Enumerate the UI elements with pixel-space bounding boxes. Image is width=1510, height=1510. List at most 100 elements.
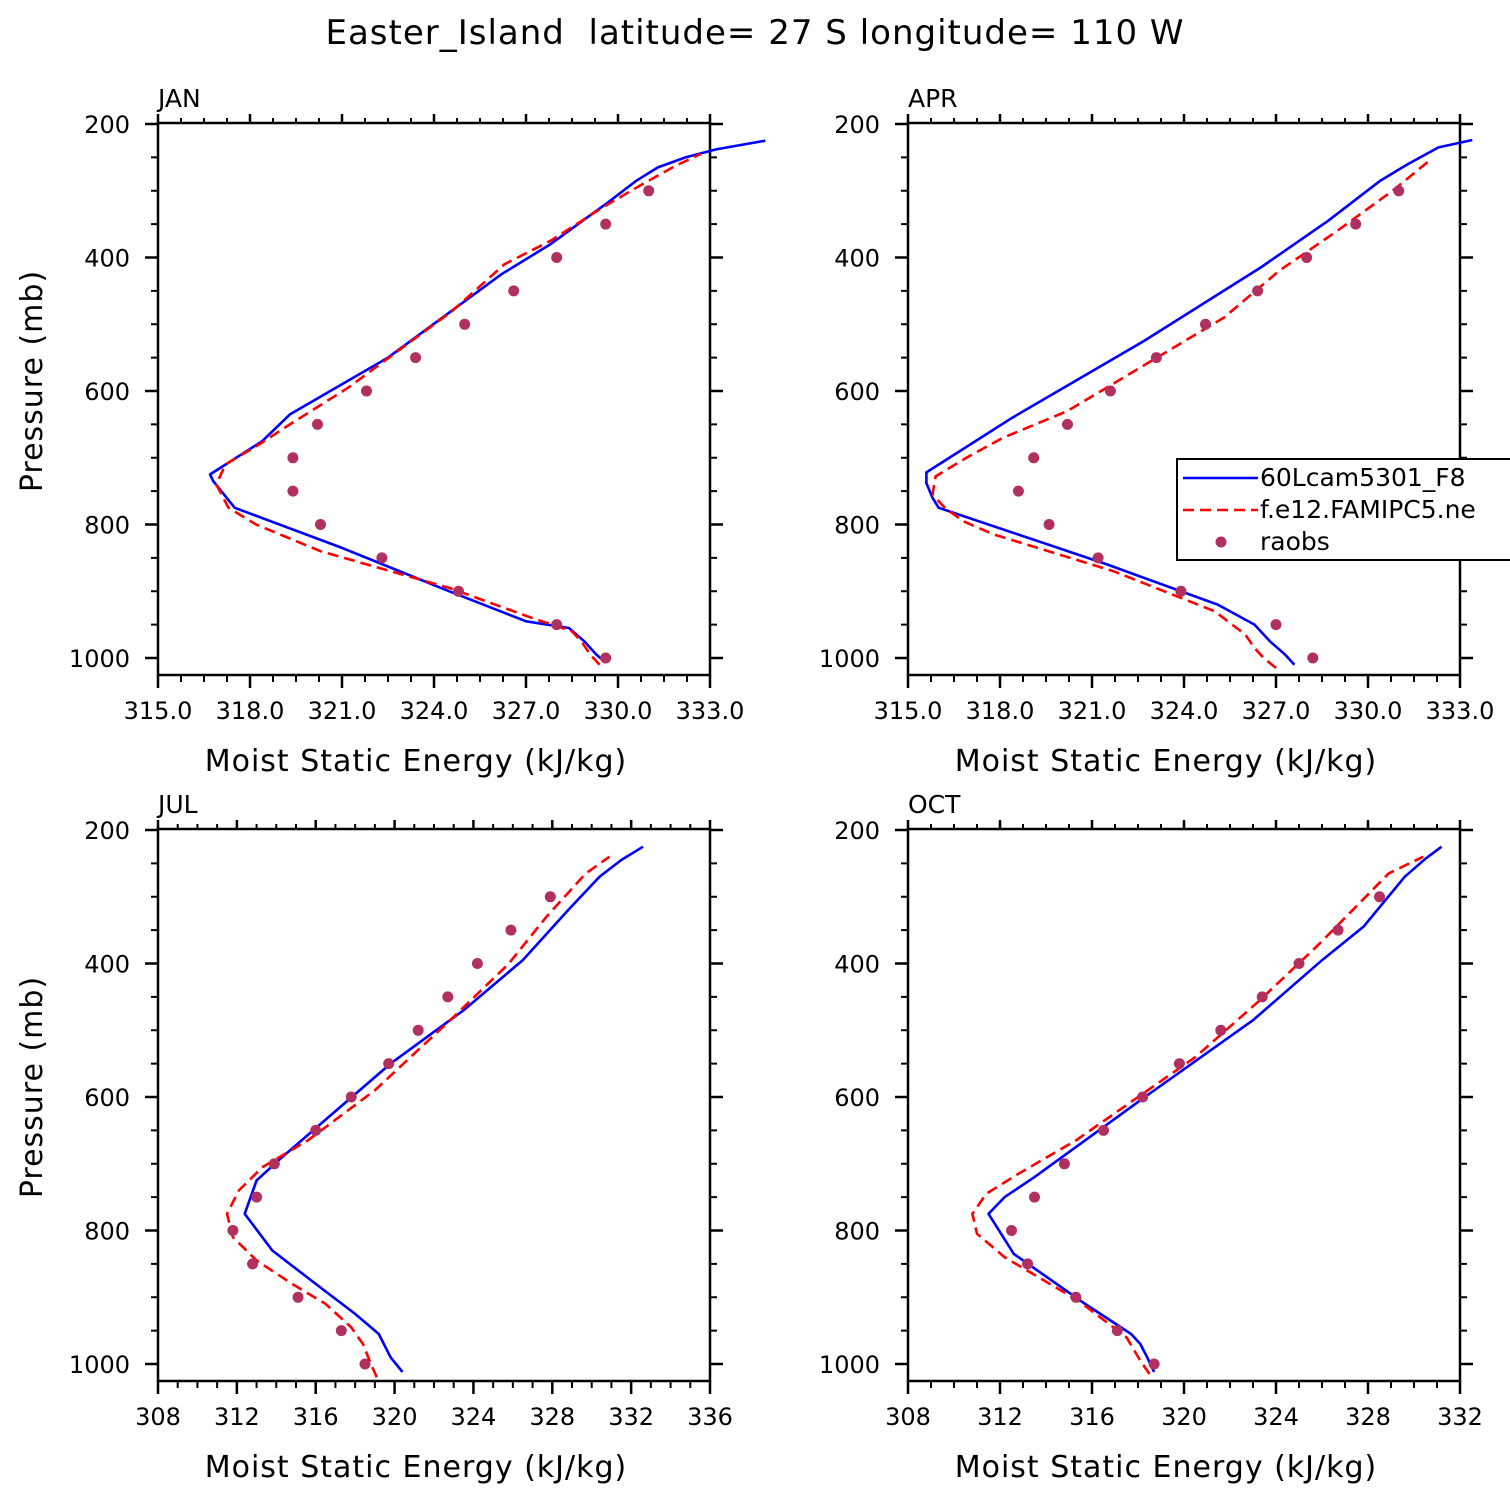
raobs-point xyxy=(1175,585,1187,597)
x-tick-label: 321.0 xyxy=(1058,697,1127,725)
raobs-point xyxy=(1043,519,1055,530)
y-tick-label: 1000 xyxy=(69,645,130,673)
x-tick-label: 320 xyxy=(1161,1403,1207,1431)
raobs-point xyxy=(1393,185,1405,197)
plot-frame xyxy=(156,827,712,1383)
y-tick-label: 200 xyxy=(84,111,130,139)
raobs-point xyxy=(345,1091,357,1103)
raobs-point xyxy=(1006,1225,1017,1236)
raobs-point xyxy=(1252,285,1264,297)
x-tick-label: 330.0 xyxy=(584,697,653,725)
panels: JAN 315.0 318.0 321.0 324.0 327.0 330.0 333.0 20… xyxy=(15,84,1494,1485)
raobs-point xyxy=(1092,552,1104,564)
x-tick-label: 333.0 xyxy=(676,697,745,725)
x-axis-label: Moist Static Energy (kJ/kg) xyxy=(205,744,628,779)
raobs-point xyxy=(1062,418,1073,430)
raobs-point xyxy=(310,1124,322,1136)
raobs-point xyxy=(1058,1158,1070,1170)
raobs-point xyxy=(471,958,483,969)
raobs-point xyxy=(1256,991,1268,1003)
raobs-point xyxy=(442,991,454,1003)
raobs-point xyxy=(1148,1358,1160,1370)
raobs-point xyxy=(227,1225,239,1236)
y-tick-label: 800 xyxy=(834,1218,880,1246)
raobs-point xyxy=(1270,619,1282,631)
x-tick-label: 316 xyxy=(1069,1403,1115,1431)
raobs-point xyxy=(1293,958,1305,969)
y-tick-label: 400 xyxy=(834,951,880,979)
y-tick-label: 800 xyxy=(84,512,130,540)
plot-frame xyxy=(156,121,712,677)
series-line-60lcam5301 xyxy=(987,845,1443,1373)
x-tick-label: 324.0 xyxy=(1150,697,1219,725)
x-tick-label: 324.0 xyxy=(400,697,469,725)
y-tick-label: 600 xyxy=(84,1084,130,1112)
series-line-fe12-famipc5 xyxy=(931,159,1431,670)
y-tick-label: 200 xyxy=(834,817,880,845)
raobs-point xyxy=(383,1058,395,1070)
legend-label: f.e12.FAMIPC5.ne xyxy=(1260,495,1476,524)
series-line-60lcam5301 xyxy=(925,138,1473,666)
raobs-point xyxy=(1150,352,1162,364)
y-tick-label: 800 xyxy=(834,512,880,540)
x-tick-label: 333.0 xyxy=(1426,697,1495,725)
raobs-point xyxy=(312,418,323,430)
x-tick-label: 332 xyxy=(1437,1403,1483,1431)
raobs-point xyxy=(600,652,612,664)
raobs-point xyxy=(292,1291,304,1303)
series-line-60lcam5301 xyxy=(243,845,644,1373)
y-axis-label: Pressure (mb) xyxy=(15,270,50,492)
raobs-point xyxy=(335,1325,347,1337)
raobs-point xyxy=(544,891,556,903)
raobs-point xyxy=(287,452,299,464)
raobs-point xyxy=(1350,218,1362,230)
raobs-point xyxy=(1307,652,1319,664)
raobs-point xyxy=(251,1191,263,1203)
raobs-point xyxy=(247,1258,259,1270)
x-tick-label: 308 xyxy=(135,1403,181,1431)
raobs-point xyxy=(1374,891,1385,903)
raobs-point xyxy=(551,252,563,263)
raobs-point xyxy=(268,1158,280,1170)
legend-label: 60Lcam5301_F8 xyxy=(1260,463,1466,492)
raobs-point xyxy=(1012,485,1024,497)
panel-oct: OCT 308 312 316 320 324 328 332 200 400 600 800 1000… xyxy=(819,790,1483,1485)
raobs-point xyxy=(1137,1091,1149,1103)
x-tick-label: 328 xyxy=(529,1403,575,1431)
x-tick-label: 327.0 xyxy=(1242,697,1311,725)
panel-title: JAN xyxy=(156,84,201,113)
x-tick-label: 320 xyxy=(372,1403,418,1431)
raobs-point xyxy=(1029,1191,1040,1203)
series-line-60lcam5301 xyxy=(208,139,766,664)
figure-title: Easter_Island latitude= 27 S longitude= … xyxy=(325,13,1184,53)
legend-swatch-dot xyxy=(1215,536,1227,548)
x-tick-label: 312 xyxy=(214,1403,260,1431)
y-tick-label: 200 xyxy=(834,111,880,139)
raobs-point xyxy=(505,924,517,936)
x-tick-label: 315.0 xyxy=(874,697,943,725)
series-line-fe12-famipc5 xyxy=(225,855,611,1378)
x-tick-label: 312 xyxy=(977,1403,1023,1431)
raobs-point xyxy=(1200,318,1211,330)
raobs-point xyxy=(1301,252,1313,263)
panel-jan: JAN 315.0 318.0 321.0 324.0 327.0 330.0 333.0 20… xyxy=(15,84,766,779)
x-tick-label: 328 xyxy=(1345,1403,1391,1431)
y-axis-label: Pressure (mb) xyxy=(15,976,50,1198)
x-axis-label: Moist Static Energy (kJ/kg) xyxy=(955,1450,1378,1485)
y-tick-label: 1000 xyxy=(819,645,880,673)
x-tick-label: 336 xyxy=(687,1403,733,1431)
y-tick-label: 800 xyxy=(84,1218,130,1246)
raobs-point xyxy=(551,619,563,631)
panel-title: JUL xyxy=(156,790,198,819)
y-tick-label: 200 xyxy=(84,817,130,845)
x-axis-label: Moist Static Energy (kJ/kg) xyxy=(955,744,1378,779)
x-tick-label: 321.0 xyxy=(308,697,377,725)
y-tick-label: 600 xyxy=(84,378,130,406)
raobs-point xyxy=(376,552,388,564)
panel-title: OCT xyxy=(908,790,961,819)
raobs-point xyxy=(459,318,471,330)
panel-jul: JUL 308 312 316 320 324 328 332 336 200 400 600 800 1… xyxy=(15,790,733,1485)
x-tick-label: 318.0 xyxy=(216,697,285,725)
raobs-point xyxy=(600,218,612,230)
x-tick-label: 318.0 xyxy=(966,697,1035,725)
